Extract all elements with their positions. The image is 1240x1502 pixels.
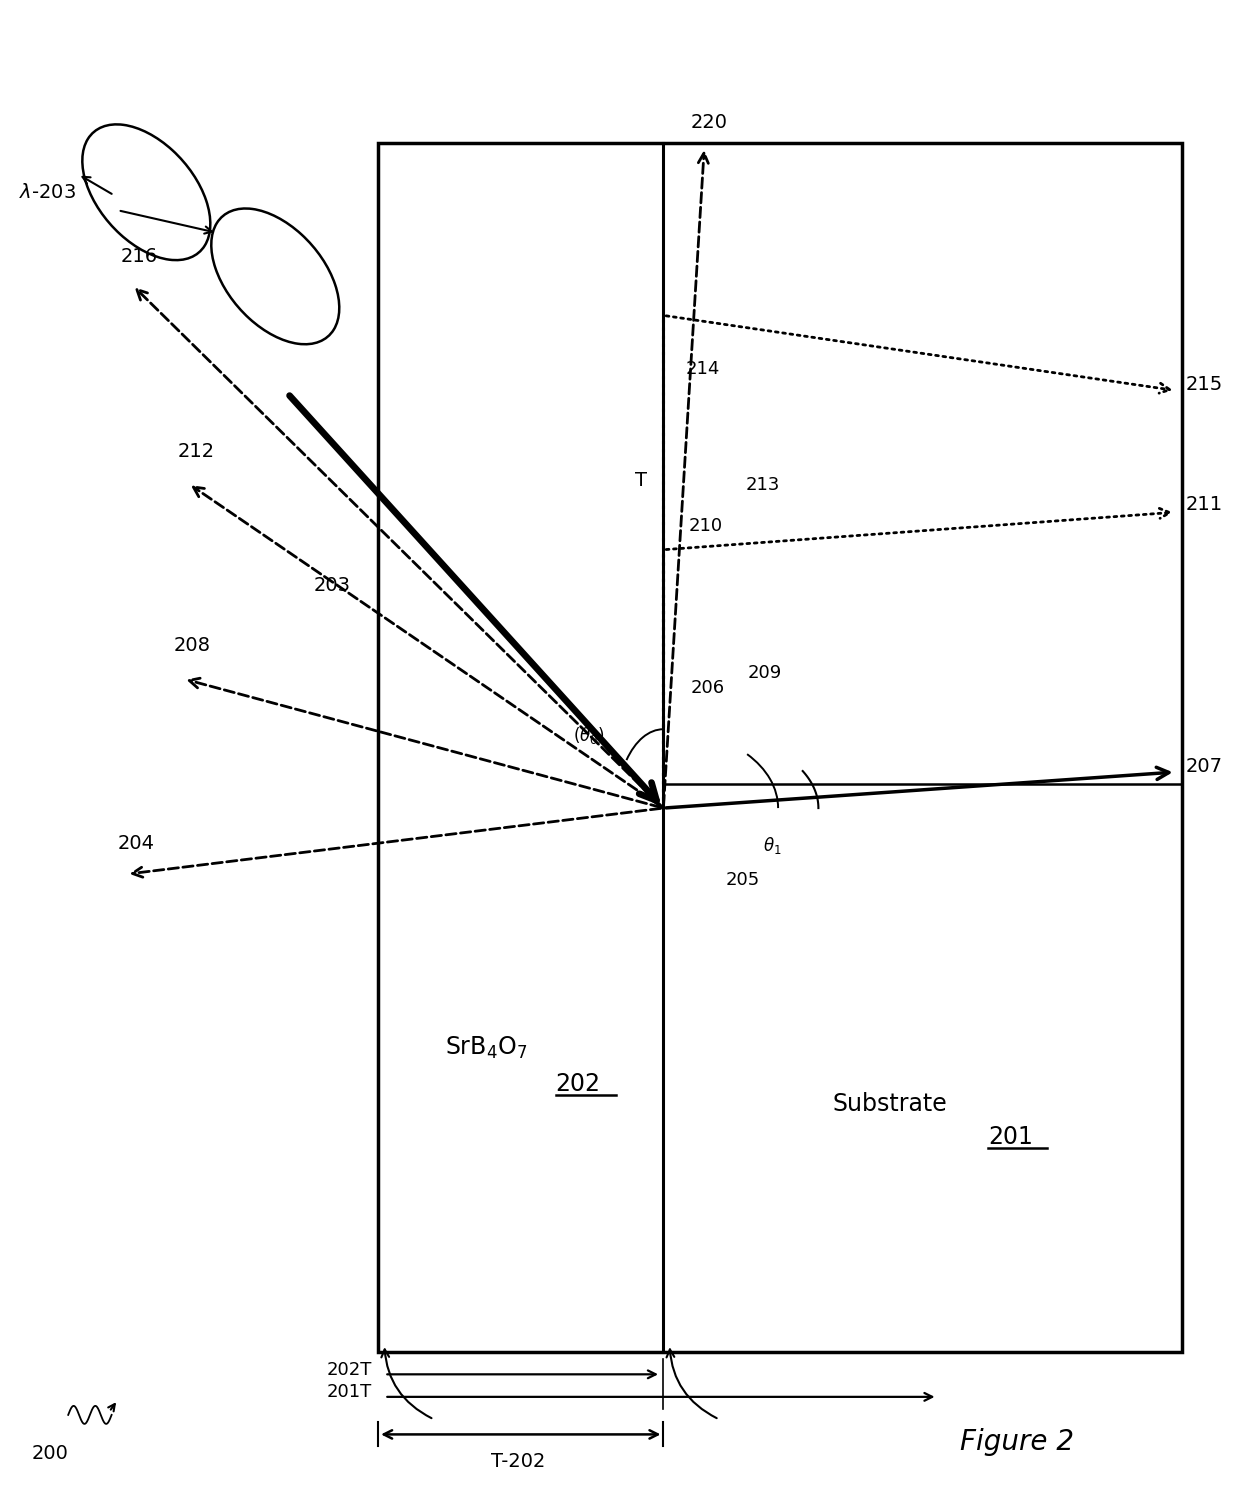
Text: T-202: T-202 bbox=[491, 1452, 546, 1472]
Text: Substrate: Substrate bbox=[833, 1092, 947, 1116]
Text: SrB$_4$O$_7$: SrB$_4$O$_7$ bbox=[445, 1035, 527, 1062]
Bar bbox=[378, 143, 1182, 1352]
Text: 209: 209 bbox=[748, 664, 782, 682]
Text: ($\theta_0$): ($\theta_0$) bbox=[573, 725, 605, 746]
Text: 201: 201 bbox=[988, 1125, 1033, 1149]
Text: 203: 203 bbox=[314, 577, 351, 595]
Text: 201T: 201T bbox=[327, 1383, 372, 1401]
Text: 205: 205 bbox=[725, 871, 760, 889]
Text: Figure 2: Figure 2 bbox=[960, 1428, 1074, 1455]
Text: 211: 211 bbox=[1185, 496, 1223, 514]
Text: 220: 220 bbox=[691, 113, 728, 132]
Text: 202T: 202T bbox=[326, 1361, 372, 1379]
Text: 215: 215 bbox=[1185, 376, 1223, 394]
Text: 200: 200 bbox=[31, 1445, 68, 1463]
Text: 213: 213 bbox=[745, 476, 780, 494]
Text: 212: 212 bbox=[177, 442, 215, 461]
Text: 204: 204 bbox=[118, 834, 155, 853]
Text: 216: 216 bbox=[120, 246, 157, 266]
Text: 207: 207 bbox=[1185, 757, 1223, 775]
Text: $\lambda$-203: $\lambda$-203 bbox=[19, 183, 76, 201]
Text: 202: 202 bbox=[556, 1072, 600, 1096]
Text: $\theta_1$: $\theta_1$ bbox=[764, 835, 781, 856]
Text: 210: 210 bbox=[688, 517, 723, 535]
Text: T: T bbox=[635, 472, 647, 490]
Text: 206: 206 bbox=[691, 679, 725, 697]
Text: 214: 214 bbox=[686, 360, 720, 379]
Text: 208: 208 bbox=[174, 635, 211, 655]
